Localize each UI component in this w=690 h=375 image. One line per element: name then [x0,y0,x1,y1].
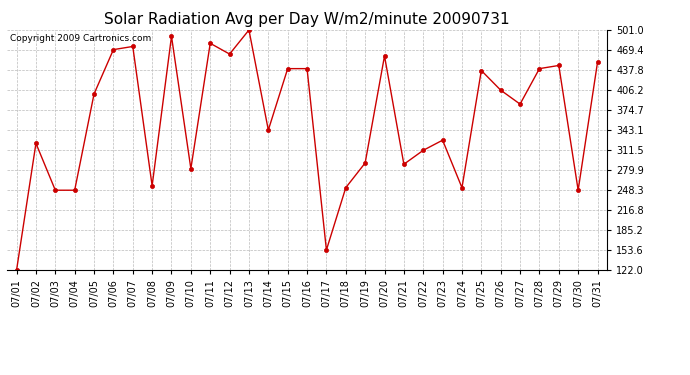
Title: Solar Radiation Avg per Day W/m2/minute 20090731: Solar Radiation Avg per Day W/m2/minute … [104,12,510,27]
Text: Copyright 2009 Cartronics.com: Copyright 2009 Cartronics.com [10,34,151,43]
